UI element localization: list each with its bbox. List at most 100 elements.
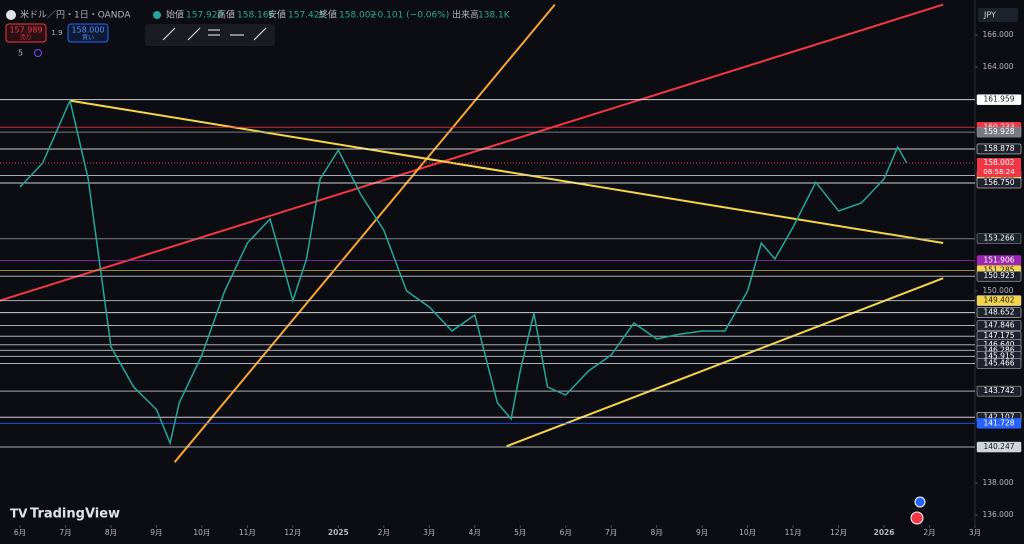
tool-ray[interactable] bbox=[187, 27, 201, 41]
currency-box[interactable] bbox=[978, 8, 1018, 22]
indicator-icon bbox=[34, 49, 42, 57]
level-label: 153.266 bbox=[983, 234, 1014, 243]
x-tick-label: 8月 bbox=[651, 528, 663, 537]
level-label: 160.233 bbox=[983, 122, 1014, 131]
level-label: 146.640 bbox=[983, 340, 1014, 349]
spread: 1.9 bbox=[51, 29, 62, 37]
level-label: 156.750 bbox=[983, 178, 1014, 187]
level-box bbox=[976, 94, 1022, 105]
x-tick-label: 6月 bbox=[14, 528, 26, 537]
ohlc-label: 高値 bbox=[217, 9, 235, 21]
volume: 138.1K bbox=[478, 11, 511, 21]
volume-label: 出来高 bbox=[452, 9, 479, 21]
x-tick-label: 2025 bbox=[328, 528, 349, 537]
level-box bbox=[976, 418, 1022, 429]
x-tick-label: 8月 bbox=[105, 528, 117, 537]
ohlc-label: 始値 bbox=[166, 9, 184, 21]
level-label: 151.285 bbox=[983, 265, 1014, 274]
trendline bbox=[173, 3, 556, 463]
x-tick-label: 7月 bbox=[605, 528, 617, 537]
x-tick-label: 10月 bbox=[739, 528, 756, 537]
x-tick-label: 11月 bbox=[239, 528, 256, 537]
ohlc-value: 158.166 bbox=[237, 11, 274, 21]
level-label: 149.402 bbox=[983, 296, 1014, 305]
price-box bbox=[977, 157, 1021, 177]
event-icon[interactable] bbox=[910, 511, 924, 525]
y-tick-label: 164.000 bbox=[982, 62, 1013, 71]
y-tick-label: 138.000 bbox=[982, 478, 1013, 487]
level-label: 147.175 bbox=[983, 331, 1014, 340]
event-icon[interactable] bbox=[914, 496, 926, 508]
y-tick-label: 136.000 bbox=[982, 510, 1013, 519]
x-tick-label: 2026 bbox=[874, 528, 895, 537]
x-tick-label: 5月 bbox=[514, 528, 526, 537]
level-label: 145.466 bbox=[983, 359, 1014, 368]
y-tick-label: 166.000 bbox=[982, 30, 1013, 39]
buy-button[interactable] bbox=[67, 23, 109, 43]
level-box bbox=[976, 233, 1022, 244]
level-box bbox=[976, 441, 1022, 453]
x-tick-label: 2月 bbox=[378, 528, 390, 537]
buy-label: 買い bbox=[82, 35, 94, 42]
level-label: 143.742 bbox=[983, 386, 1014, 395]
ohlc-label: 終値 bbox=[319, 9, 337, 21]
price-line bbox=[19, 98, 908, 446]
level-box bbox=[976, 307, 1022, 318]
x-tick-label: 7月 bbox=[59, 528, 71, 537]
ohlc-value: 157.920 bbox=[186, 11, 223, 21]
level-label: 161.959 bbox=[983, 95, 1014, 104]
x-tick-label: 12月 bbox=[284, 528, 301, 537]
sell-label: 売り bbox=[20, 34, 32, 42]
tool-channel[interactable] bbox=[253, 27, 267, 41]
level-label: 146.286 bbox=[983, 345, 1014, 354]
change: −0.101 (−0.06%) bbox=[370, 11, 449, 21]
plot: 6月 7月 8月 9月 10月 11月 12月 2025 2月 3月 4月 5月 6月 7月 8月 9月 10月… bbox=[0, 3, 981, 537]
x-tick-label: 3月 bbox=[969, 528, 981, 537]
ohlc-label: 安値 bbox=[268, 9, 286, 21]
level-box bbox=[976, 358, 1022, 369]
level-label: 142.107 bbox=[983, 412, 1014, 421]
level-label: 147.846 bbox=[983, 320, 1014, 329]
x-tick-label: 4月 bbox=[469, 528, 481, 537]
buy-price: 158.000 bbox=[71, 26, 104, 35]
level-label: 141.728 bbox=[983, 418, 1014, 427]
sell-price: 157.989 bbox=[9, 26, 42, 35]
x-tick-label: 12月 bbox=[830, 528, 847, 537]
level-box bbox=[976, 295, 1022, 306]
level-box bbox=[976, 385, 1022, 397]
trendline bbox=[506, 277, 944, 448]
x-tick-label: 9月 bbox=[696, 528, 708, 537]
x-tick-label: 6月 bbox=[560, 528, 572, 537]
symbol-icon bbox=[6, 10, 16, 20]
x-tick-label: 11月 bbox=[785, 528, 802, 537]
trendline bbox=[0, 3, 944, 302]
level-label: 148.652 bbox=[983, 308, 1014, 317]
sell-button[interactable] bbox=[5, 23, 47, 43]
level-box bbox=[976, 126, 1022, 138]
x-tick-label: 3月 bbox=[423, 528, 435, 537]
ohlc-value: 157.425 bbox=[288, 11, 325, 21]
level-label: 150.923 bbox=[983, 271, 1014, 280]
level-box bbox=[976, 177, 1022, 189]
level-label: 151.906 bbox=[983, 256, 1014, 265]
level-label: 159.928 bbox=[983, 127, 1014, 136]
x-tick-label: 2月 bbox=[923, 528, 935, 537]
ohlc-value: 158.002 bbox=[339, 11, 376, 21]
x-tick-label: 10月 bbox=[193, 528, 210, 537]
indicator-count[interactable]: 5 bbox=[18, 49, 23, 58]
logo: TradingView bbox=[30, 507, 120, 522]
symbol: 米ドル／円・1日・OANDA bbox=[20, 9, 131, 21]
level-label: 145.915 bbox=[983, 351, 1014, 360]
status-dot bbox=[153, 11, 161, 19]
level-box bbox=[976, 143, 1022, 155]
y-tick-label: 150.000 bbox=[982, 286, 1013, 295]
toolbar-icons bbox=[162, 27, 267, 41]
tool-trendline[interactable] bbox=[162, 27, 176, 41]
level-box bbox=[976, 270, 1022, 282]
level-label: 140.247 bbox=[983, 442, 1014, 451]
price-axis: 166.000 164.000 150.000 138.000 136.000 161.9… bbox=[975, 30, 1022, 519]
currency: JPY bbox=[983, 11, 996, 20]
